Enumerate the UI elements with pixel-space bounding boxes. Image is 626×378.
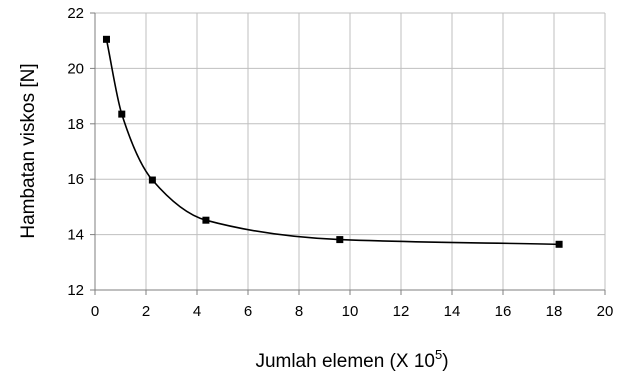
y-tick-label: 18 [67,116,84,133]
data-point-marker [118,110,126,118]
x-axis-title-main: Jumlah elemen (X 10 [255,351,435,372]
x-tick-label: 14 [444,303,461,320]
y-tick-label: 14 [67,227,84,244]
x-tick-label: 18 [546,303,563,320]
x-axis-title: Jumlah elemen (X 105) [255,347,448,372]
grid [94,12,606,291]
series-layer [102,35,563,248]
x-tick-label: 10 [342,303,359,320]
data-point-marker [555,240,563,248]
y-tick-label: 20 [67,60,84,77]
data-point-marker [336,236,344,244]
data-point-marker [148,176,156,184]
x-tick-label: 6 [244,303,252,320]
x-tick-label: 4 [193,303,201,320]
x-axis-title-suffix: ) [442,351,448,372]
x-tick-label: 16 [495,303,512,320]
x-tick-label: 0 [91,303,99,320]
y-tick-label: 12 [67,282,84,299]
x-tick-label: 20 [597,303,614,320]
y-tick-label: 16 [67,171,84,188]
axes [90,12,606,295]
x-tick-label: 8 [295,303,303,320]
data-point-marker [202,216,210,224]
x-tick-label: 12 [393,303,410,320]
series-line [105,39,560,246]
x-axis-title-sup: 5 [435,347,442,362]
y-tick-label: 22 [67,5,84,22]
y-axis-title: Hambatan viskos [N] [18,63,39,238]
tick-labels: 0 2 4 6 8 10 12 14 16 18 20 12 14 16 18 20 22 [67,5,613,320]
x-tick-label: 2 [142,303,150,320]
data-point-marker [102,35,110,43]
